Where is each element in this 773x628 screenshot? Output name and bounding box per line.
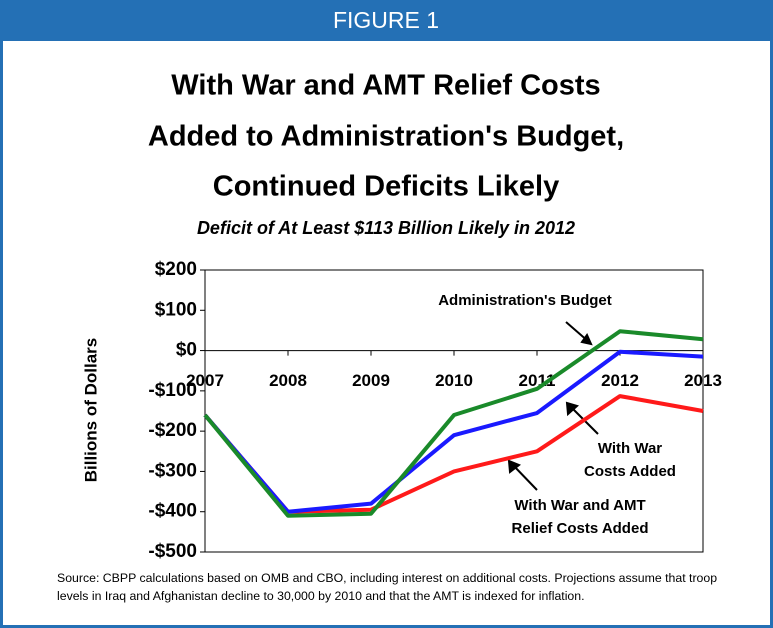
series-label: With War and AMT Relief Costs Added (511, 497, 649, 537)
title-line: Continued Deficits Likely (213, 171, 559, 203)
y-tick-label: -$400 (148, 501, 197, 522)
x-tick-label: 2012 (601, 371, 639, 390)
x-tick-label: 2007 (186, 371, 224, 390)
y-tick-label: $200 (155, 259, 197, 280)
y-tick-label: $100 (155, 299, 197, 320)
x-tick-label: 2009 (352, 371, 390, 390)
series-label: With War Costs Added (584, 440, 676, 480)
y-tick-label: $0 (176, 340, 197, 361)
x-tick-label: 2011 (519, 371, 556, 390)
title-line: With War and AMT Relief Costs (171, 70, 600, 102)
y-axis-label: Billions of Dollars (81, 338, 100, 483)
arrow-head (565, 401, 580, 417)
title-line: Added to Administration's Budget, (148, 121, 624, 153)
y-tick-label: -$300 (148, 460, 197, 481)
x-tick-label: 2008 (269, 371, 307, 390)
y-tick-label: -$500 (148, 541, 197, 562)
header-band (0, 0, 773, 41)
x-tick-label: 2013 (684, 371, 722, 390)
series-line (203, 329, 704, 518)
source-note: Source: CBPP calculations based on OMB a… (57, 571, 718, 603)
y-tick-label: -$100 (148, 380, 197, 401)
arrow-head (507, 459, 521, 474)
y-tick-label: -$200 (148, 420, 197, 441)
arrow-head (580, 332, 593, 346)
subtitle: Deficit of At Least $113 Billion Likely … (197, 218, 575, 238)
header: FIGURE 1 (333, 7, 439, 33)
series-label: Administration's Budget (438, 292, 612, 309)
x-tick-label: 2010 (435, 371, 473, 390)
series-line (203, 349, 704, 514)
